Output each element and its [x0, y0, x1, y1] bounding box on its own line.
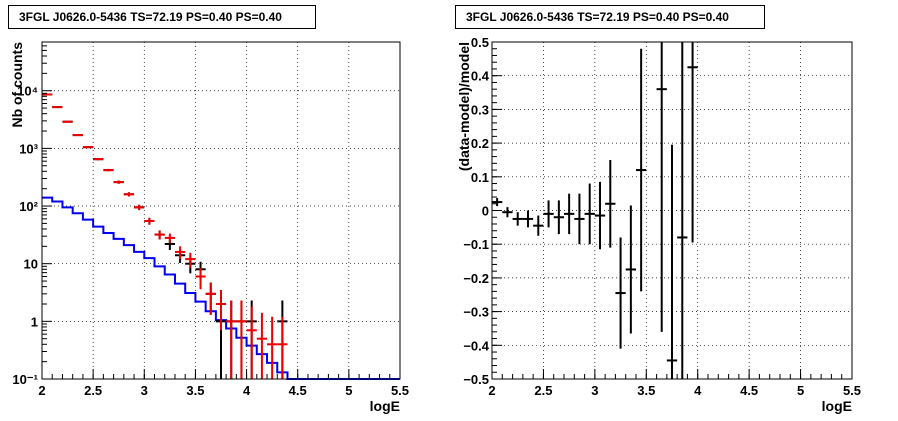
data-point — [205, 282, 216, 315]
data-point — [113, 180, 124, 184]
right-axis-ticks: 2 2.5 3 3.5 4 4.5 5 5.5 −0.5 −0.4 −0.3 −0.2 −0.1 0 0.1… — [463, 35, 861, 398]
data-point — [134, 204, 145, 211]
data-point — [594, 181, 606, 250]
data-point — [52, 106, 63, 109]
y-tick-label: 0.4 — [471, 69, 490, 84]
data-point — [277, 316, 288, 379]
x-tick-label: 3 — [141, 383, 148, 398]
y-tick-label: −0.5 — [463, 372, 489, 387]
data-point — [533, 215, 544, 236]
y-tick-label: 0 — [482, 204, 489, 219]
right-y-axis-label: (data-model)/model — [456, 42, 472, 171]
data-point — [656, 42, 667, 332]
data-point — [164, 233, 175, 244]
data-point — [174, 246, 186, 260]
data-point — [226, 300, 237, 379]
data-point — [666, 144, 678, 379]
x-tick-label: 4.5 — [289, 383, 307, 398]
x-tick-label: 3.5 — [186, 383, 204, 398]
x-tick-label: 2 — [38, 383, 45, 398]
data-point — [103, 168, 114, 172]
x-tick-label: 5 — [797, 383, 804, 398]
data-point — [677, 42, 688, 379]
left-y-axis-label: Nb of counts — [9, 42, 25, 128]
x-tick-label: 4 — [243, 383, 251, 398]
y-tick-label: −0.2 — [463, 271, 489, 286]
data-point — [195, 268, 206, 290]
x-tick-label: 2.5 — [84, 383, 102, 398]
left-plot-frame — [41, 41, 401, 380]
y-tick-label: −0.3 — [463, 305, 489, 320]
x-tick-label: 5.5 — [391, 383, 409, 398]
x-tick-label: 5.5 — [843, 383, 861, 398]
data-point — [62, 120, 73, 123]
x-tick-label: 4.5 — [740, 383, 758, 398]
left-x-axis-label: logE — [370, 398, 400, 414]
y-tick-label: 10 — [24, 257, 38, 272]
y-tick-label: 1 — [31, 314, 38, 329]
y-tick-label: 0.3 — [471, 102, 489, 117]
x-tick-label: 2.5 — [534, 383, 552, 398]
data-point — [42, 93, 53, 96]
data-point — [584, 183, 595, 245]
data-point — [492, 198, 503, 207]
left-chart-title: 3FGL J0626.0-5436 TS=72.19 PS=0.40 PS=0.… — [8, 5, 316, 29]
y-tick-label: −0.4 — [463, 338, 489, 353]
y-tick-label: 0.5 — [471, 35, 489, 50]
y-tick-label: 10⁻¹ — [12, 372, 38, 387]
left-grid — [42, 42, 400, 379]
x-tick-label: 4 — [694, 383, 702, 398]
y-tick-label: 10² — [19, 199, 38, 214]
y-tick-label: 10⁴ — [17, 84, 38, 99]
right-chart-title: 3FGL J0626.0-5436 TS=72.19 PS=0.40 PS=0.… — [455, 5, 765, 29]
data-point — [82, 146, 94, 149]
data-point — [636, 48, 647, 292]
x-tick-label: 3 — [591, 383, 598, 398]
data-point — [564, 193, 575, 235]
right-chart-panel: 2 2.5 3 3.5 4 4.5 5 5.5 −0.5 −0.4 −0.3 −0.2 −0.1 0 0.1… — [456, 35, 861, 414]
right-plot-data — [492, 42, 698, 379]
x-tick-label: 3.5 — [637, 383, 655, 398]
data-point — [512, 212, 523, 226]
data-point — [625, 205, 636, 334]
data-point — [522, 210, 534, 228]
left-axis-ticks: 2 2.5 3 3.5 4 4.5 5 5.5 10⁻¹ 1 10 10² 10³ 10⁴ — [12, 41, 409, 398]
data-point — [215, 289, 227, 331]
right-x-axis-label: logE — [822, 398, 852, 414]
data-point — [605, 159, 616, 248]
data-point — [236, 300, 247, 379]
data-point — [123, 192, 135, 197]
data-point — [615, 237, 626, 349]
y-tick-label: 0.1 — [471, 170, 489, 185]
data-point — [553, 200, 564, 235]
data-point — [267, 316, 278, 379]
y-tick-label: 0.2 — [471, 136, 489, 151]
data-point — [72, 134, 83, 137]
data-point — [256, 312, 268, 379]
y-tick-label: −0.1 — [463, 237, 489, 252]
data-point — [144, 217, 155, 225]
data-point — [246, 306, 257, 379]
x-tick-label: 2 — [488, 383, 495, 398]
data-point — [687, 42, 698, 243]
left-plot-data — [42, 93, 400, 380]
data-point — [154, 230, 165, 240]
x-tick-label: 5 — [345, 383, 352, 398]
data-point — [543, 200, 554, 228]
data-point — [574, 193, 585, 245]
data-point — [502, 207, 513, 218]
y-tick-label: 10³ — [19, 141, 38, 156]
data-point — [93, 158, 104, 161]
data-point — [185, 252, 196, 268]
left-chart-panel: 2 2.5 3 3.5 4 4.5 5 5.5 10⁻¹ 1 10 10² 10³ 10⁴ logE Nb… — [9, 41, 409, 414]
